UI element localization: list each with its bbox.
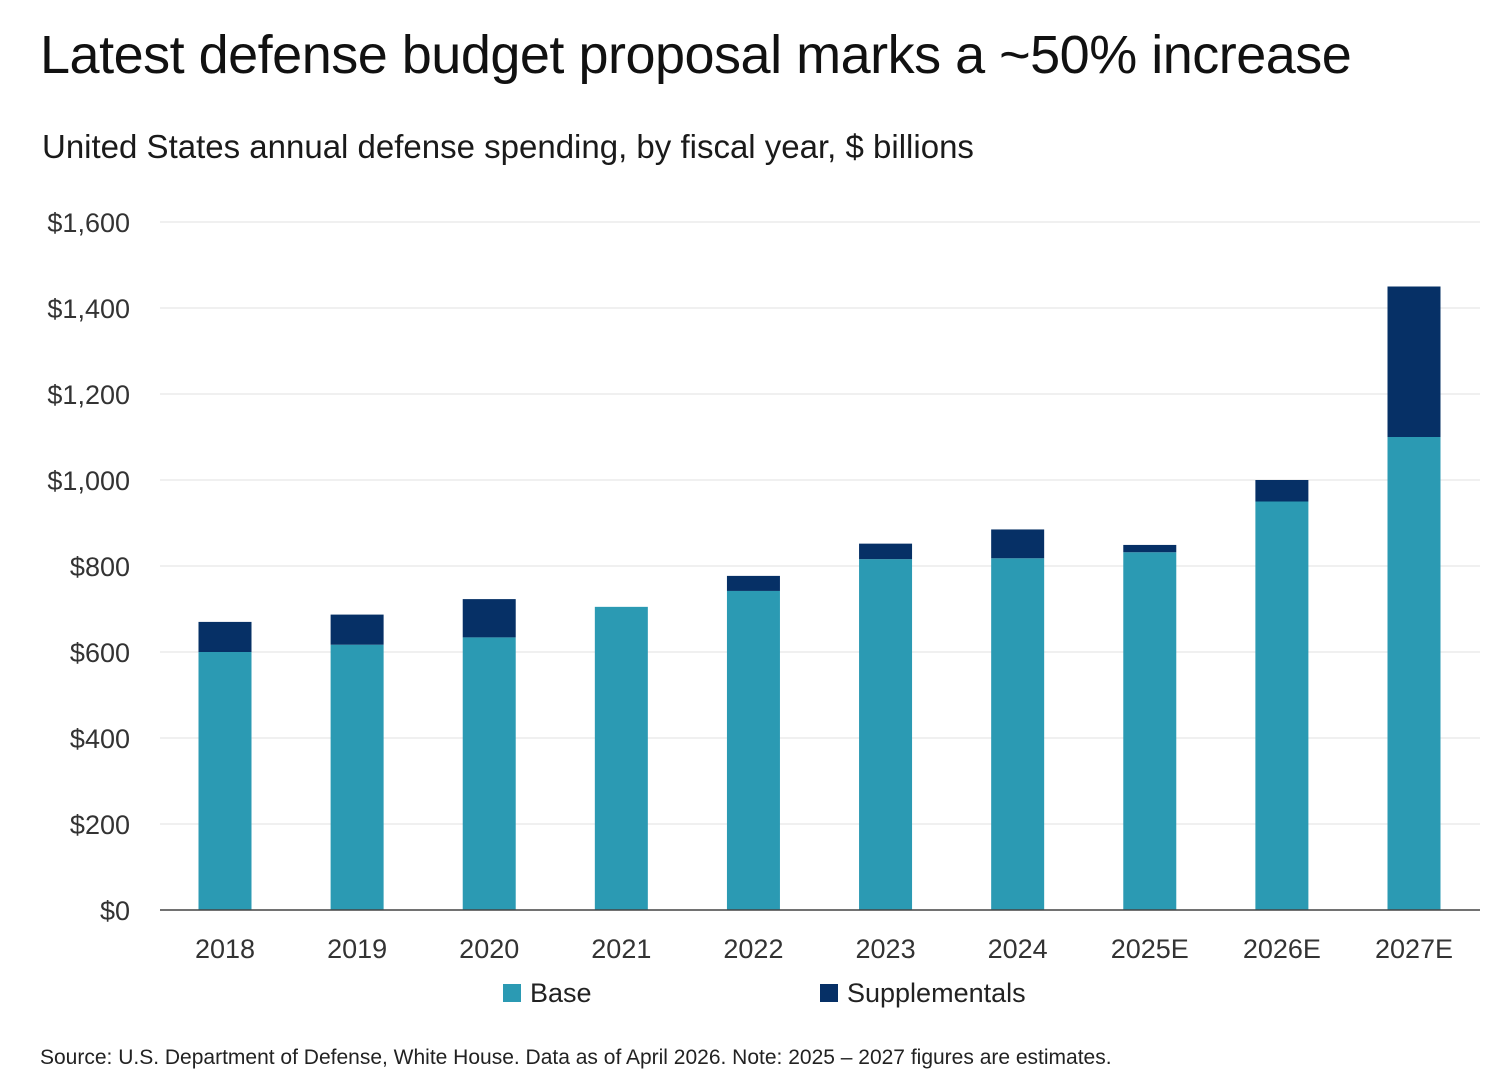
bars <box>198 286 1441 910</box>
axes: $0 $200 $400 $600 $800 $1,000 $1,200 $1,400 $1,6… <box>47 208 1480 964</box>
chart-title: Latest defense budget proposal marks a ~… <box>40 25 1352 85</box>
bar-supplementals <box>726 575 780 591</box>
y-tick-label: $1,400 <box>47 294 130 324</box>
x-tick-label: 2025E <box>1111 934 1189 964</box>
bar-base <box>859 559 913 910</box>
y-tick-label: $1,600 <box>47 208 130 238</box>
x-tick-label: 2018 <box>195 934 255 964</box>
legend-swatch-supplementals <box>820 984 838 1002</box>
bar-base <box>330 644 384 910</box>
y-tick-label: $1,000 <box>47 466 130 496</box>
bar-supplementals <box>462 599 516 638</box>
bar-base <box>991 558 1045 910</box>
x-tick-label: 2021 <box>591 934 651 964</box>
legend-swatch-base <box>503 984 521 1002</box>
bar-supplementals <box>330 614 384 645</box>
legend-label-supplementals: Supplementals <box>847 978 1026 1008</box>
y-tick-label: $600 <box>70 638 130 668</box>
source-note: Source: U.S. Department of Defense, Whit… <box>40 1046 1112 1069</box>
y-tick-label: $400 <box>70 724 130 754</box>
x-tick-label: 2026E <box>1243 934 1321 964</box>
bar-base <box>1387 437 1441 910</box>
bar-supplementals <box>1123 544 1177 553</box>
x-tick-label: 2027E <box>1375 934 1453 964</box>
bar-supplementals <box>1255 480 1309 502</box>
bar-base <box>1255 501 1309 910</box>
x-tick-label: 2024 <box>988 934 1048 964</box>
y-tick-label: $200 <box>70 810 130 840</box>
x-tick-label: 2023 <box>856 934 916 964</box>
bar-base <box>1123 552 1177 910</box>
bar-supplementals <box>1387 286 1441 437</box>
chart-subtitle: United States annual defense spending, b… <box>42 128 974 165</box>
bar-base <box>462 637 516 910</box>
x-tick-label: 2022 <box>723 934 783 964</box>
legend: Base Supplementals <box>503 978 1026 1008</box>
bar-supplementals <box>991 529 1045 559</box>
bar-base <box>726 590 780 910</box>
x-tick-label: 2020 <box>459 934 519 964</box>
y-tick-label: $0 <box>100 896 130 926</box>
x-tick-label: 2019 <box>327 934 387 964</box>
legend-label-base: Base <box>530 978 592 1008</box>
bar-base <box>198 652 252 910</box>
bar-supplementals <box>198 621 252 652</box>
bar-base <box>594 606 648 910</box>
bar-supplementals <box>859 543 913 560</box>
stacked-bar-chart: $0 $200 $400 $600 $800 $1,000 $1,200 $1,400 $1,6… <box>47 208 1480 1008</box>
y-tick-label: $1,200 <box>47 380 130 410</box>
y-tick-label: $800 <box>70 552 130 582</box>
